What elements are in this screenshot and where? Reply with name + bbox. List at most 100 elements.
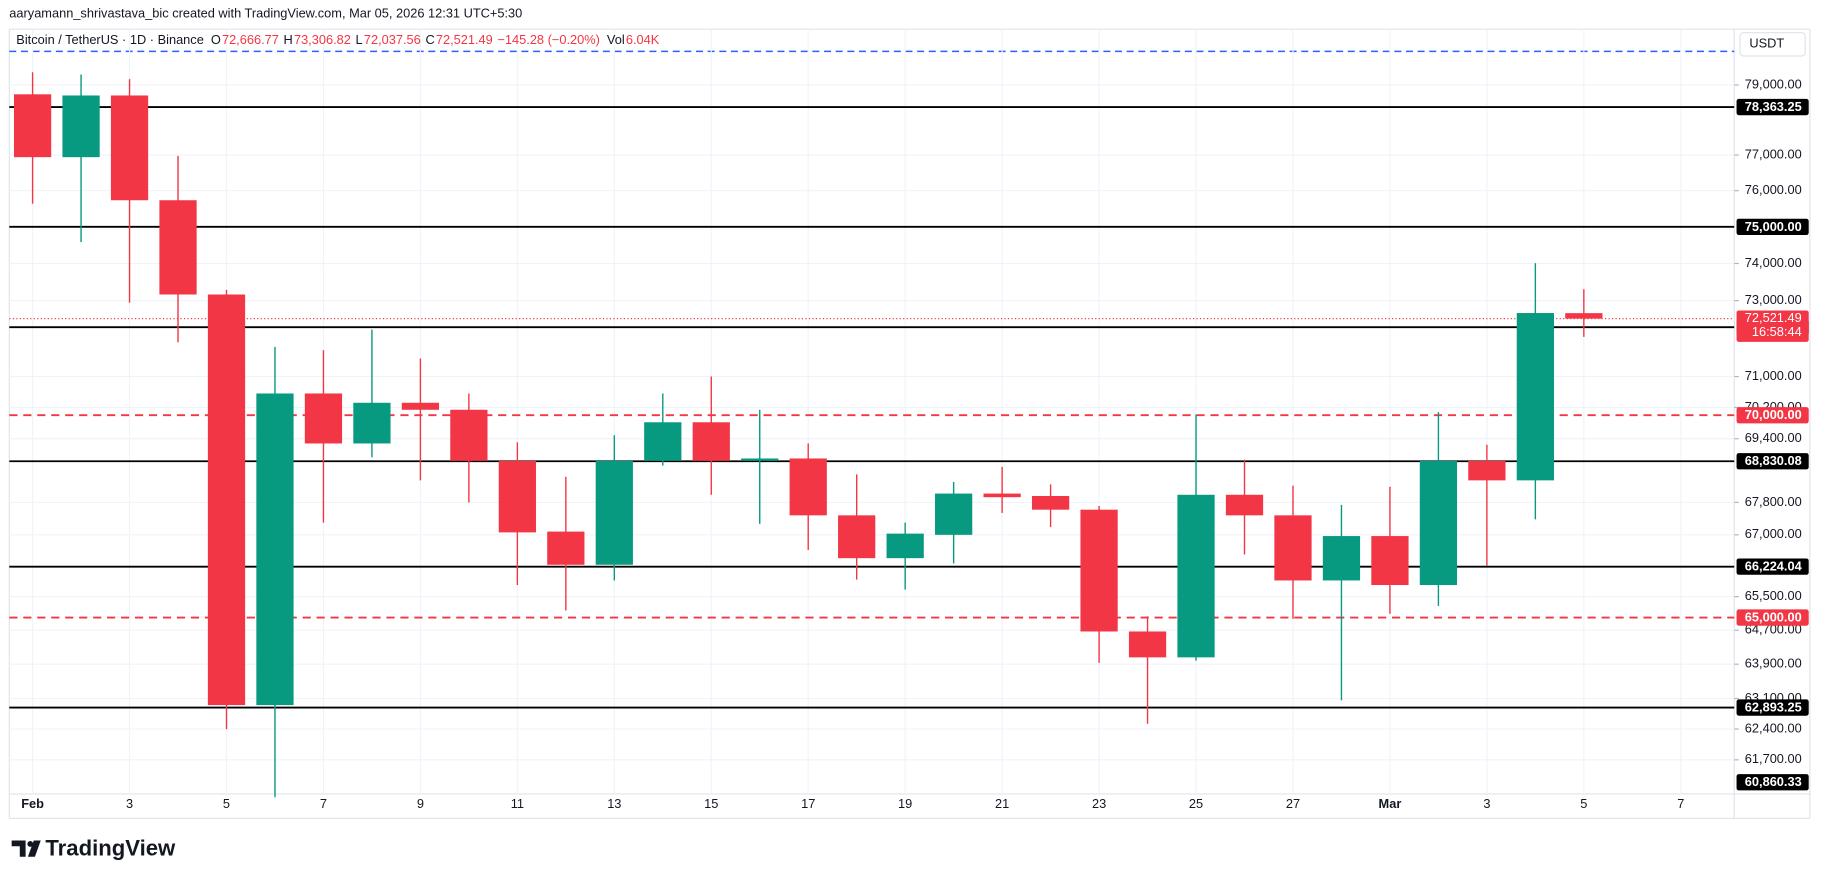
ohlc-key: H (284, 32, 293, 47)
ohlc-key: C (425, 32, 434, 47)
ohlc-key: L (356, 32, 363, 47)
level-label-box (1736, 407, 1809, 424)
ohlc-value: 72,521.49 (436, 32, 493, 47)
candle-body (62, 95, 100, 158)
level-label: 78,363.25 (1745, 99, 1802, 114)
candle-body (256, 393, 294, 706)
y-tick-label: 65,500.00 (1745, 588, 1802, 603)
candle-body (13, 94, 52, 158)
level-label: 60,860.33 (1745, 774, 1802, 789)
candle-body (547, 531, 585, 565)
brand-logo: TradingView (11, 836, 176, 861)
candle-body (1565, 313, 1603, 319)
x-tick-label: 5 (223, 796, 230, 811)
x-tick-label: 11 (511, 796, 524, 811)
candle-body (935, 493, 973, 535)
candle-body (595, 460, 633, 565)
change: −145.28 (−0.20%) (497, 32, 599, 47)
candle-body (1274, 515, 1312, 581)
x-tick-label: 3 (126, 796, 133, 811)
legend: Bitcoin / TetherUS · 1D · Binance O 72,66… (16, 32, 659, 47)
last-price-box (1736, 310, 1809, 342)
grid (9, 29, 1735, 794)
y-tick-label: 63,900.00 (1745, 656, 1802, 671)
level-label: 65,000.00 (1745, 610, 1802, 625)
x-tick-label: 17 (801, 796, 815, 811)
candle-body (1322, 536, 1361, 581)
candle-body (983, 493, 1021, 498)
candle-body (644, 422, 682, 461)
y-tick-label: 74,000.00 (1745, 255, 1802, 270)
candle-body (450, 409, 488, 461)
symbol-title: Bitcoin / TetherUS · 1D · Binance (16, 32, 204, 47)
x-tick-label: 19 (898, 796, 912, 811)
candle-body (1177, 494, 1215, 658)
y-tick-label: 69,400.00 (1745, 430, 1802, 445)
y-tick-label: 67,800.00 (1745, 494, 1802, 509)
y-tick-label: 67,000.00 (1745, 526, 1802, 541)
candle-body (1468, 460, 1506, 481)
level-label-box (1736, 218, 1809, 236)
brand: TradingView (45, 836, 176, 861)
byline: aaryamann_shrivastava_bic created with T… (9, 5, 522, 20)
candle-body (789, 458, 827, 516)
level-label-box (1736, 699, 1809, 716)
level-label: 75,000.00 (1745, 219, 1802, 234)
candle-body (1516, 313, 1554, 481)
ohlc-key: O (211, 32, 221, 47)
x-tick-label: Feb (21, 796, 44, 811)
candle-body (1080, 509, 1118, 632)
x-tick-label: 25 (1189, 796, 1203, 811)
level-label-box (1736, 98, 1809, 116)
x-tick-label: 9 (417, 796, 424, 811)
countdown: 16:58:44 (1752, 324, 1802, 339)
level-label-box (1736, 774, 1809, 791)
candle-body (353, 402, 391, 444)
x-tick-label: 7 (1677, 796, 1684, 811)
currency[interactable]: USDT (1749, 36, 1784, 51)
x-tick-label: Mar (1379, 796, 1402, 811)
ohlc-value: 73,306.82 (294, 32, 351, 47)
volume-key: Vol (607, 32, 625, 47)
ohlc-value: 72,037.56 (364, 32, 421, 47)
candles (13, 72, 1603, 798)
level-label-box (1736, 558, 1809, 575)
volume-value: 6.04K (626, 32, 660, 47)
y-tick-label: 71,000.00 (1745, 368, 1802, 383)
y-tick-label: 76,000.00 (1745, 182, 1802, 197)
axes: 79,000.00 77,000.00 76,000.00 74,000.00 73,0… (21, 76, 1809, 811)
level-label-box (1736, 453, 1809, 470)
candle-body (1419, 460, 1458, 586)
level-label: 68,830.08 (1745, 453, 1802, 468)
x-tick-label: 15 (704, 796, 718, 811)
candle-body (110, 95, 149, 201)
x-tick-label: 13 (607, 796, 621, 811)
candle-body (886, 533, 924, 559)
level-label: 66,224.04 (1745, 559, 1803, 574)
ohlc-value: 72,666.77 (222, 32, 279, 47)
candle-body (1128, 631, 1167, 658)
y-tick-label: 79,000.00 (1745, 76, 1802, 91)
logo-mark (11, 840, 41, 857)
candle-body (1371, 536, 1409, 586)
candle-body (692, 422, 730, 461)
candle-body (1225, 494, 1264, 516)
candle-body (401, 402, 440, 410)
logo-dot (27, 841, 34, 847)
candle-body (304, 393, 343, 444)
y-tick-label: 61,700.00 (1745, 751, 1802, 766)
currency-button[interactable] (1739, 32, 1806, 57)
x-tick-label: 27 (1286, 796, 1300, 811)
y-tick-label: 62,400.00 (1745, 720, 1802, 735)
x-tick-label: 21 (995, 796, 1009, 811)
y-tick-label: 73,000.00 (1745, 292, 1802, 307)
x-tick-label: 5 (1580, 796, 1587, 811)
candle-body (838, 515, 876, 559)
level-label-box (1736, 609, 1809, 626)
y-tick-label: 77,000.00 (1745, 146, 1802, 161)
level-label: 62,893.25 (1745, 699, 1802, 714)
level-label: 70,000.00 (1745, 407, 1802, 422)
candle-body (498, 460, 536, 533)
